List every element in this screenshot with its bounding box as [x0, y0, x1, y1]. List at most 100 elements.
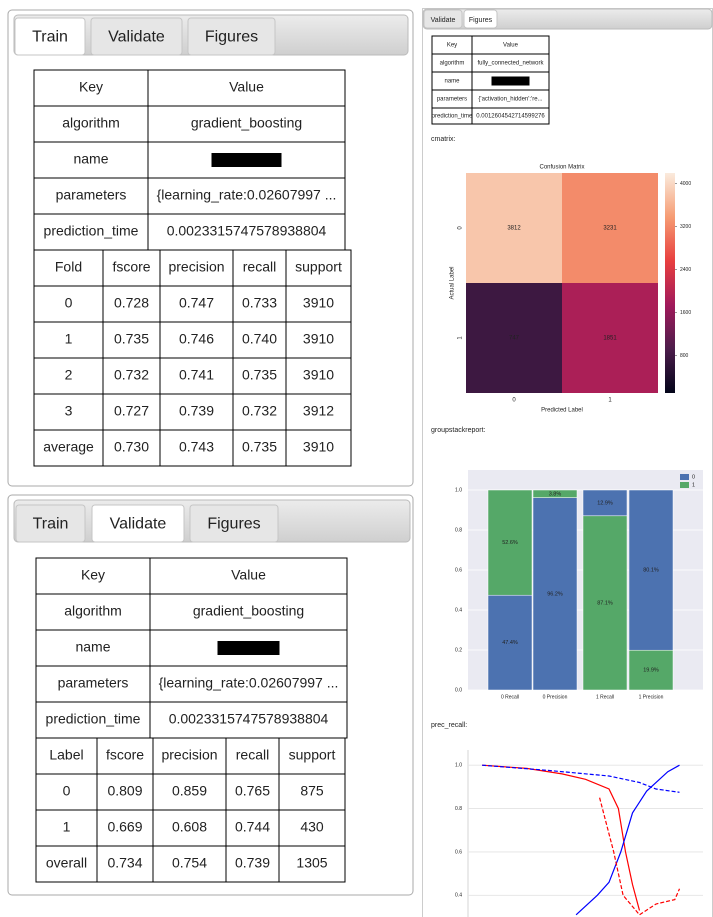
cell-label: 1851 [603, 336, 617, 342]
metrics-table-cell [285, 357, 352, 395]
metrics-table-text: 0.739 [179, 403, 214, 419]
metrics-table-text: 0.809 [107, 783, 142, 799]
metrics-table-text: support [289, 747, 336, 763]
metrics-table-text: fscore [106, 747, 144, 763]
legend-swatch [680, 482, 689, 488]
bar-segment [532, 489, 578, 498]
info-table-text: Key [447, 43, 457, 49]
tab[interactable] [423, 9, 463, 29]
metrics-table-cell [102, 249, 161, 287]
info-table-cell [35, 593, 151, 631]
tab-label[interactable]: Validate [431, 17, 456, 24]
y-tick-label: 0.4 [455, 607, 462, 613]
info-table-text: {learning_rate:0.02607997 ... [159, 675, 339, 691]
bar-segment [582, 515, 628, 691]
metrics-table-cell [102, 285, 161, 323]
curve [482, 764, 680, 793]
y-tick-label: 0.8 [455, 806, 462, 812]
metrics-table-cell [33, 249, 104, 287]
bar-segment [532, 497, 578, 691]
tab[interactable] [15, 504, 86, 543]
metrics-table-cell [285, 285, 352, 323]
redacted [217, 641, 280, 655]
tab[interactable] [189, 504, 279, 543]
y-tick-label: 1.0 [455, 763, 462, 769]
colorbar-tick-label: 1600 [680, 310, 691, 316]
y-tick-label: 0.8 [455, 527, 462, 533]
bar-segment [628, 649, 674, 691]
metrics-table-cell [159, 429, 234, 467]
metrics-table-cell [225, 737, 280, 775]
metrics-table-text: overall [46, 855, 87, 871]
tab[interactable] [187, 17, 276, 56]
metrics-table-cell [232, 429, 287, 467]
bar-segment [582, 489, 628, 517]
x-tick-label: 1 [608, 398, 612, 404]
metrics-table-cell [33, 357, 104, 395]
info-table-text: name [444, 79, 460, 85]
metrics-table-text: 3910 [303, 295, 334, 311]
x-tick-label: 1 Precision [639, 694, 664, 700]
metrics-table-text: 0.735 [242, 367, 277, 383]
value-label: 12.9% [597, 500, 613, 506]
metrics-table-cell [102, 321, 161, 359]
plot-lines [482, 764, 681, 916]
info-table-text: gradient_boosting [193, 603, 304, 619]
tab-label[interactable]: Figures [205, 29, 258, 46]
tab-label[interactable]: Validate [110, 516, 167, 533]
tab-label[interactable]: Figures [469, 17, 493, 24]
value-label: 80.1% [643, 568, 659, 574]
value-label: 87.1% [597, 600, 613, 606]
info-table-text: name [75, 639, 110, 655]
metrics-table-cell [232, 357, 287, 395]
tab-label[interactable]: Train [32, 29, 68, 46]
metrics-table-text: support [295, 259, 342, 275]
info-table-text: Key [81, 567, 105, 583]
info-table-text: 0.0012604542714599276 [476, 114, 545, 120]
info-table-cell [35, 665, 151, 703]
info-table-cell [33, 141, 149, 179]
metrics-table-cell [152, 737, 227, 775]
metrics-table-text: 0 [63, 783, 71, 799]
value-label: 47.4% [502, 640, 518, 646]
section-label: groupstackreport: [431, 427, 486, 434]
legend-swatch [680, 474, 689, 480]
metrics-table-text: 0.735 [242, 439, 277, 455]
metrics-table-cell [285, 249, 352, 287]
metrics-table-text: 430 [300, 819, 324, 835]
info-table-text: algorithm [64, 603, 122, 619]
heat-cell [562, 283, 658, 393]
metrics-table-text: 0.730 [114, 439, 149, 455]
metrics-table-cell [225, 773, 280, 811]
tab[interactable] [463, 9, 498, 29]
metrics-table-text: 0.732 [114, 367, 149, 383]
info-table-cell [147, 177, 346, 215]
metrics-table-cell [152, 773, 227, 811]
tab[interactable] [90, 17, 183, 56]
metrics-table-text: 3 [65, 403, 73, 419]
tab[interactable] [14, 17, 86, 56]
tab-label[interactable]: Train [33, 516, 69, 533]
tab-label[interactable]: Figures [207, 516, 260, 533]
metrics-table-cell [35, 809, 98, 847]
y-tick-label: 0 [458, 226, 464, 230]
metrics-table-text: 3910 [303, 331, 334, 347]
metrics-table-text: 0.746 [179, 331, 214, 347]
metrics-table-text: 2 [65, 367, 73, 383]
heat-cell [562, 173, 658, 283]
tab[interactable] [91, 504, 185, 543]
info-table-text: gradient_boosting [191, 115, 302, 131]
x-axis-label: Predicted Label [541, 408, 583, 414]
info-table-cell [471, 107, 550, 125]
metrics-table-text: 0.669 [107, 819, 142, 835]
metrics-table-text: 0.728 [114, 295, 149, 311]
x-tick-label: 0 Precision [543, 694, 568, 700]
tab-label[interactable]: Validate [108, 29, 165, 46]
metrics-table-cell [278, 809, 346, 847]
metrics-table-text: 1 [63, 819, 71, 835]
metrics-table-cell [102, 429, 161, 467]
x-tick-label: 0 Recall [501, 694, 519, 700]
metrics-table-cell [33, 285, 104, 323]
